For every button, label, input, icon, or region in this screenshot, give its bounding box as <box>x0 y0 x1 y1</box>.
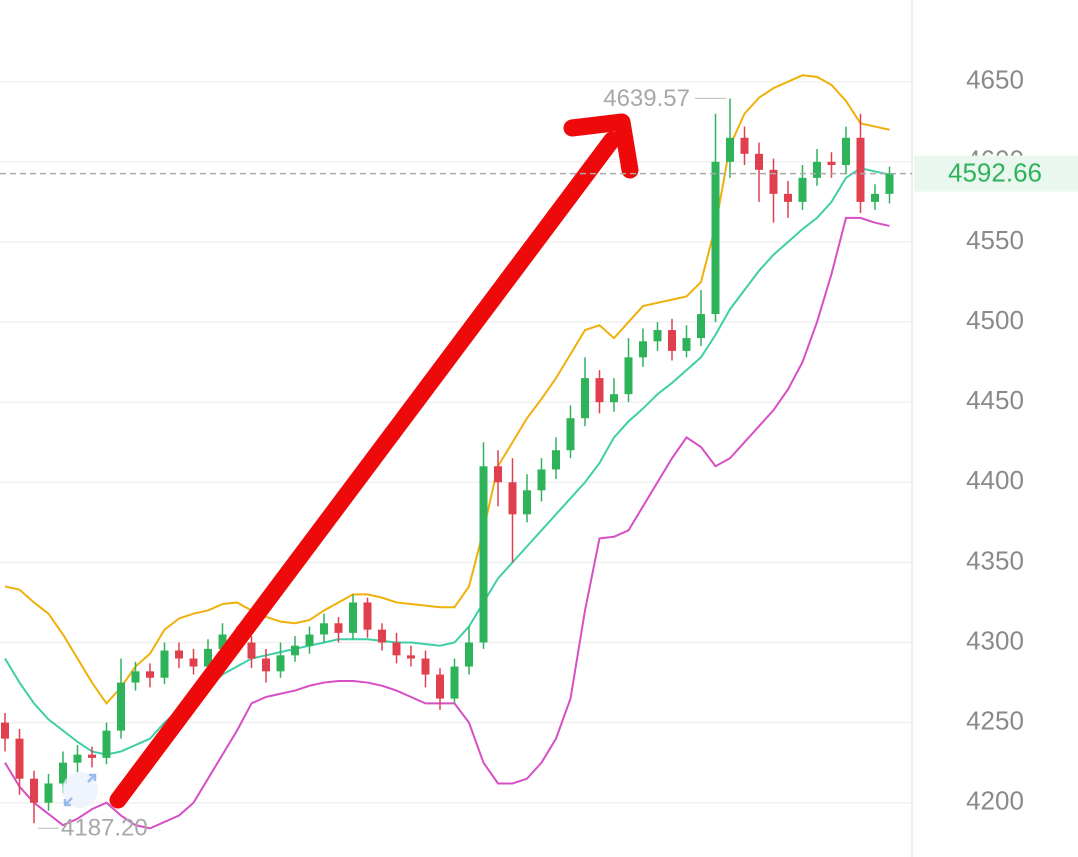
candle-body <box>784 193 792 202</box>
candle-body <box>494 466 502 483</box>
y-tick-label: 4550 <box>966 225 1024 255</box>
y-tick-label: 4250 <box>966 705 1024 735</box>
candle-body <box>320 623 328 635</box>
candle-body <box>363 602 372 630</box>
candle-body <box>262 658 270 672</box>
candle-body <box>552 450 560 470</box>
candle-body <box>15 738 24 779</box>
last-price-badge <box>914 155 1078 192</box>
candle-body <box>218 634 227 649</box>
band-line <box>4 74 890 705</box>
candle-body <box>291 645 299 656</box>
candle-body <box>827 161 836 166</box>
candle-body <box>450 666 459 699</box>
candle-body <box>856 137 865 202</box>
candle-body <box>813 161 821 178</box>
candle-body <box>697 314 705 339</box>
arrow-head <box>563 113 639 179</box>
candle-body <box>30 778 38 803</box>
candle-body <box>508 482 517 515</box>
candle-body <box>1 722 9 739</box>
candle-body <box>131 671 140 683</box>
candle-body <box>88 754 96 758</box>
band-line <box>4 167 890 756</box>
candle-body <box>349 602 357 633</box>
candle-body <box>247 642 256 659</box>
candle-body <box>581 378 589 419</box>
candle-body <box>624 357 633 395</box>
candle-body <box>204 648 212 667</box>
expand-icon-glyph[interactable] <box>63 773 97 807</box>
candle-body <box>59 762 67 784</box>
candle-body <box>639 341 647 358</box>
candle-body <box>537 469 546 491</box>
min-label: 4187.20 <box>61 815 148 842</box>
candle-body <box>726 137 734 162</box>
candle-body <box>276 655 285 672</box>
candle-body <box>479 466 488 643</box>
candle-body <box>407 655 415 659</box>
max-label: 4639.57 <box>603 85 690 112</box>
candle-body <box>146 671 154 678</box>
candle-body <box>523 490 531 515</box>
candle-body <box>334 623 343 633</box>
last-price-label: 4592.66 <box>948 157 1042 187</box>
candle-body <box>117 682 125 731</box>
candle-body <box>740 137 749 154</box>
candle-body <box>610 394 618 403</box>
y-tick-label: 4500 <box>966 305 1024 335</box>
candle-body <box>755 153 763 170</box>
candle-body <box>436 674 444 699</box>
candle-body <box>160 650 169 678</box>
band-line <box>4 216 890 830</box>
candle-body <box>465 642 473 667</box>
candle-body <box>595 378 604 403</box>
candle-body <box>44 783 53 803</box>
candle-body <box>871 193 879 202</box>
candle-body <box>653 330 662 342</box>
candle-body <box>73 754 82 763</box>
y-tick-label: 4450 <box>966 385 1024 415</box>
candle-body <box>711 161 720 315</box>
candle-body <box>378 629 386 643</box>
candle-body <box>682 338 691 351</box>
y-tick-label: 4200 <box>966 786 1024 816</box>
candle-body <box>668 330 676 351</box>
y-tick-label: 4300 <box>966 625 1024 655</box>
y-tick-label: 4650 <box>966 65 1024 95</box>
candle-body <box>189 658 198 667</box>
candle-body <box>769 169 778 194</box>
labels: 4200425043004350440044504500455046004650… <box>0 65 1078 842</box>
bands <box>4 74 890 830</box>
candle-body <box>305 634 314 646</box>
candle-body <box>842 137 850 166</box>
candle-body <box>175 650 183 659</box>
candle-body <box>421 658 430 675</box>
candle-body <box>392 642 401 656</box>
candles <box>1 98 894 824</box>
trend-arrow <box>109 131 621 809</box>
candle-body <box>885 173 894 194</box>
y-tick-label: 4400 <box>966 465 1024 495</box>
candle-body <box>798 177 807 202</box>
candle-body <box>102 730 111 758</box>
overlay <box>62 113 639 809</box>
y-tick-label: 4350 <box>966 545 1024 575</box>
expand-icon[interactable] <box>62 772 98 808</box>
candle-body <box>566 418 575 451</box>
